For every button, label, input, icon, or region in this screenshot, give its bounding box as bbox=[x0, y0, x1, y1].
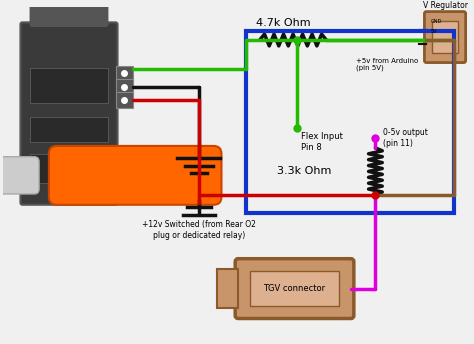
FancyBboxPatch shape bbox=[424, 12, 465, 63]
FancyBboxPatch shape bbox=[20, 22, 118, 205]
Text: +5v from Arduino
(pin 5V): +5v from Arduino (pin 5V) bbox=[356, 58, 418, 71]
Bar bbox=[432, 21, 458, 53]
Text: +12v Switched (from Rear O2
plug or dedicated relay): +12v Switched (from Rear O2 plug or dedi… bbox=[142, 221, 256, 240]
FancyBboxPatch shape bbox=[235, 259, 354, 319]
FancyBboxPatch shape bbox=[0, 157, 39, 194]
Text: Flex Input
Pin 8: Flex Input Pin 8 bbox=[301, 132, 343, 152]
FancyBboxPatch shape bbox=[49, 146, 221, 205]
Text: 3.3k Ohm: 3.3k Ohm bbox=[277, 166, 332, 176]
Text: 5V: 5V bbox=[430, 29, 437, 34]
Text: TGV connector: TGV connector bbox=[264, 284, 326, 293]
Bar bbox=[30, 118, 108, 142]
Bar bbox=[30, 68, 108, 103]
Text: 0-5v output
(pin 11): 0-5v output (pin 11) bbox=[383, 128, 428, 148]
Bar bbox=[116, 92, 133, 108]
Bar bbox=[116, 79, 133, 95]
Text: V Regulator: V Regulator bbox=[422, 1, 467, 10]
Bar bbox=[116, 65, 133, 81]
Bar bbox=[250, 271, 339, 306]
Bar bbox=[246, 31, 454, 213]
Text: GND: GND bbox=[430, 19, 442, 24]
Text: 4.7k Ohm: 4.7k Ohm bbox=[256, 18, 310, 28]
FancyBboxPatch shape bbox=[30, 3, 108, 26]
Bar bbox=[30, 154, 108, 183]
Bar bbox=[217, 269, 238, 308]
